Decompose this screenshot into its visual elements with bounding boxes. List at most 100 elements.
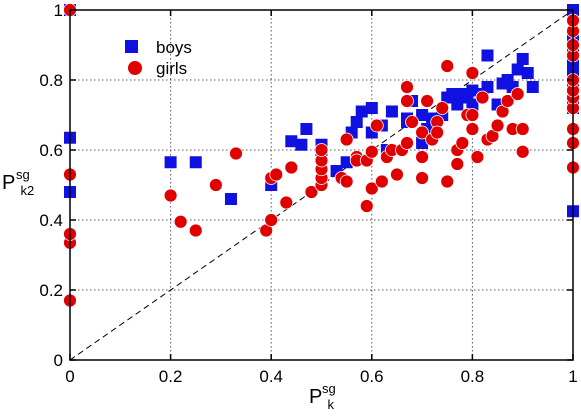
point-girls	[364, 144, 379, 159]
point-boys	[350, 116, 363, 128]
point-boys	[355, 105, 368, 118]
x-tick-label: 0	[65, 367, 74, 386]
point-boys	[516, 53, 529, 65]
point-boys	[451, 98, 464, 111]
point-boys	[416, 109, 429, 121]
x-tick-label: 0.8	[461, 367, 485, 386]
y-tick-label: 0.8	[39, 71, 63, 90]
x-axis-label-sup: sg	[322, 381, 336, 396]
point-girls	[465, 108, 480, 122]
point-boys	[164, 156, 177, 169]
point-girls	[400, 80, 414, 94]
point-girls	[339, 174, 354, 189]
point-boys	[300, 123, 313, 135]
point-girls	[188, 223, 203, 238]
point-girls	[430, 125, 445, 140]
plot-frame	[69, 9, 574, 361]
point-boys	[285, 135, 298, 148]
y-axis-label-sub: k2	[21, 183, 35, 198]
x-tick-label: 0.2	[159, 367, 183, 386]
x-tick-label: 0.6	[360, 367, 384, 386]
point-boys	[511, 63, 524, 76]
point-girls	[515, 144, 530, 159]
point-boys	[526, 81, 539, 93]
x-tick-label: 1	[568, 367, 577, 386]
point-girls	[450, 157, 465, 171]
point-girls	[415, 125, 430, 140]
point-girls	[279, 195, 294, 210]
point-girls	[339, 132, 354, 147]
y-axis-label-sup: sg	[16, 167, 30, 182]
legend: boys girls	[125, 38, 192, 78]
point-girls	[269, 167, 284, 182]
point-boys	[365, 102, 378, 114]
y-axis-label-main: P	[2, 172, 15, 194]
y-tick-label: 0.2	[39, 281, 63, 300]
point-boys	[446, 88, 459, 100]
series-girls	[63, 3, 580, 308]
point-girls	[369, 118, 384, 133]
point-girls	[510, 87, 525, 101]
point-girls	[470, 150, 485, 164]
point-girls	[229, 146, 243, 161]
point-girls	[415, 171, 430, 185]
point-girls	[364, 181, 379, 196]
point-girls	[455, 136, 470, 150]
reference-line	[69, 9, 574, 361]
point-girls	[374, 174, 389, 189]
point-girls	[284, 160, 299, 175]
axis-ticks	[69, 9, 574, 361]
point-girls	[405, 115, 419, 129]
point-girls	[420, 94, 435, 108]
point-boys	[466, 98, 479, 111]
point-girls	[465, 66, 480, 80]
point-boys	[224, 193, 237, 205]
x-tick-label: 0.4	[259, 367, 283, 386]
y-tick-label: 0	[54, 351, 63, 370]
point-girls	[435, 101, 450, 115]
point-girls	[440, 59, 455, 73]
y-axis-label: P k2 sg	[2, 167, 34, 198]
point-girls	[415, 150, 430, 164]
point-boys	[189, 156, 202, 169]
point-girls	[465, 122, 480, 136]
point-girls	[400, 136, 414, 150]
data-points	[63, 3, 580, 308]
legend-boys-label: boys	[156, 38, 192, 57]
point-girls	[400, 94, 414, 108]
y-tick-label: 1	[54, 1, 63, 20]
point-boys	[416, 137, 429, 149]
point-boys	[295, 138, 308, 151]
point-girls	[440, 174, 455, 189]
y-tick-label: 0.4	[39, 211, 63, 230]
point-girls	[390, 167, 404, 182]
point-girls	[264, 213, 279, 227]
point-boys	[340, 156, 353, 169]
legend-girls-label: girls	[156, 59, 187, 78]
point-boys	[385, 105, 398, 118]
x-axis-label-sub: k	[328, 397, 335, 412]
y-tick-label: 0.6	[39, 141, 63, 160]
point-girls	[304, 185, 319, 199]
point-boys	[481, 81, 494, 93]
point-girls	[515, 122, 530, 136]
diagonal-line	[69, 9, 574, 361]
tick-labels: 0 0.2 0.4 0.6 0.8 1 0 0.2 0.4 0.6 0.8 1	[39, 1, 577, 386]
svg-text:P k: P k	[309, 386, 335, 412]
point-boys	[481, 49, 494, 62]
point-girls	[490, 118, 505, 133]
legend-boys-marker	[125, 40, 138, 53]
point-girls	[314, 143, 329, 157]
x-axis-label-main: P	[309, 386, 322, 408]
svg-text:P k2: P k2	[2, 172, 34, 198]
point-boys	[466, 84, 479, 97]
point-girls	[173, 214, 188, 229]
point-girls	[359, 199, 374, 213]
point-girls	[475, 90, 490, 105]
point-girls	[208, 178, 223, 192]
point-boys	[521, 67, 534, 79]
point-girls	[163, 188, 178, 203]
legend-girls-marker	[128, 61, 142, 75]
point-girls	[500, 94, 515, 108]
